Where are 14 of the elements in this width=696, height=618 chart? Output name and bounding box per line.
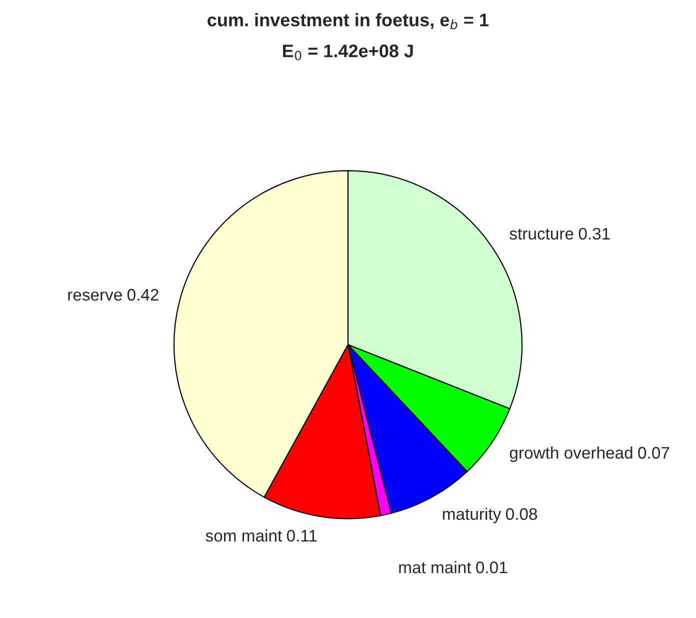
data-label: 0.07 [638,446,670,459]
slice-label: som maint [206,529,282,542]
slice-label: reserve [68,292,122,301]
chart-subtitle: E$_{0}$ = 1.42e+08 J [283,44,413,60]
data-label: 0.01 [476,562,508,574]
data-label: 0.08 [506,508,538,520]
chart-title: cum. investment in foetus, e$_{b}$ = 1 [208,13,488,30]
slice-label: growth overhead [510,446,632,462]
slice-label: structure [510,228,574,240]
slice-label: maturity [442,508,502,524]
data-label: 0.31 [578,228,610,240]
data-label: 0.42 [127,288,158,301]
slice-label: mat maint [399,561,472,574]
data-label: 0.11 [286,530,317,542]
